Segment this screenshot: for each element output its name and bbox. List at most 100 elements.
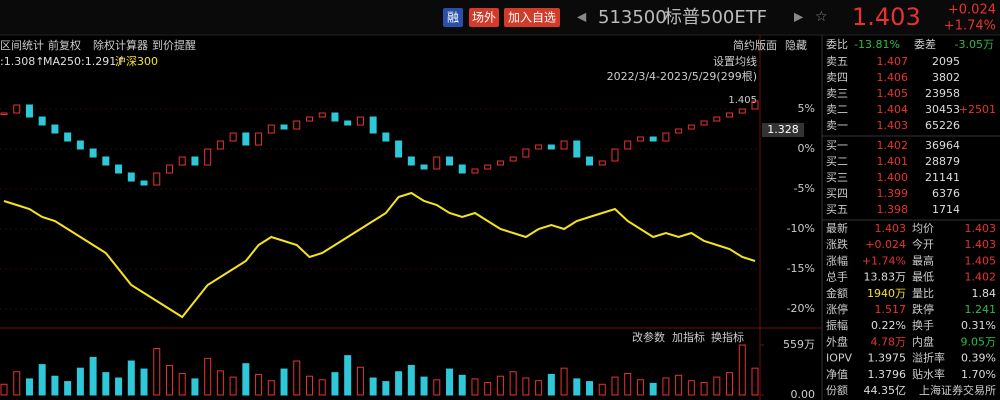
toolbar-button[interactable]: 隐藏 — [785, 39, 807, 52]
badge[interactable] — [469, 8, 499, 27]
volume-bar — [191, 378, 199, 396]
candle — [280, 124, 288, 130]
stat-label: 最低 — [912, 271, 934, 284]
book-label: 买五 — [826, 203, 848, 216]
name: 标普500ETF — [664, 7, 767, 28]
toolbar-button[interactable]: 区间统计 — [0, 39, 44, 52]
candle — [255, 132, 263, 146]
toolbar-button[interactable]: 到价提醒 — [152, 39, 196, 52]
candle — [318, 112, 326, 118]
badge-label[interactable]: 场外 — [472, 11, 496, 25]
candle — [267, 124, 275, 134]
y-tick-label: 559万 — [783, 338, 815, 351]
stat-label: 总手 — [826, 270, 848, 284]
candle — [700, 120, 708, 126]
book-price: 1.406 — [877, 71, 909, 84]
volume-bar — [420, 376, 428, 396]
volume-bar — [751, 367, 759, 396]
stat-value: 1.403 — [965, 238, 997, 251]
stat-label: 涨停 — [826, 302, 848, 316]
volume-bar — [395, 371, 403, 396]
stat-label: 最新 — [826, 221, 848, 235]
book-price: 1.400 — [877, 171, 909, 184]
stat-value: 1.3975 — [868, 352, 907, 365]
badge-label[interactable]: 融 — [447, 11, 459, 25]
volume-bar — [535, 380, 543, 396]
badge[interactable] — [443, 8, 463, 27]
volume-bar — [216, 370, 224, 396]
candle — [204, 148, 212, 166]
candle — [89, 148, 97, 158]
toolbar-button[interactable]: 除权计算器 — [93, 38, 148, 52]
indicator-button[interactable]: 换指标 — [711, 330, 744, 344]
stat-value: 1.517 — [875, 303, 907, 316]
badge-label[interactable]: 加入自选 — [508, 11, 556, 25]
stat-label: 均价 — [912, 222, 934, 235]
book-qty: 36964 — [925, 139, 960, 152]
candle — [153, 172, 161, 186]
volume-bar — [127, 360, 135, 396]
next-arrow[interactable]: ▶ — [794, 10, 804, 24]
candle — [726, 112, 734, 118]
candle — [344, 120, 352, 126]
candle — [509, 156, 517, 162]
toolbar-button[interactable]: 前复权 — [48, 38, 81, 52]
stat-label: IOPV — [826, 352, 853, 365]
book-label: 买四 — [826, 187, 848, 200]
book-qty: 30453 — [925, 103, 960, 116]
y-tick-label: -5% — [794, 182, 815, 195]
stat-label: 外盘 — [826, 334, 848, 348]
candle — [305, 116, 313, 122]
ma-setting[interactable]: 设置均线 — [713, 54, 757, 68]
stat-label: 贴水率 — [912, 367, 945, 381]
indicator-button[interactable]: 加指标 — [672, 330, 705, 344]
star[interactable]: ☆ — [815, 9, 828, 25]
book-qty: 6376 — [932, 187, 960, 200]
volume-bar — [586, 381, 594, 396]
volume-bar — [522, 377, 530, 396]
current-value: 1.328 — [767, 123, 799, 136]
volume-bar — [51, 375, 59, 396]
candle — [738, 108, 746, 114]
candle — [662, 132, 670, 142]
header-bar — [0, 0, 1000, 35]
stat-value: 1.403 — [875, 222, 907, 235]
stat-label: 最高 — [912, 253, 934, 267]
volume-bar — [484, 381, 492, 396]
prev-arrow[interactable]: ◀ — [577, 10, 587, 24]
badge[interactable] — [504, 8, 560, 27]
volume-bar — [255, 373, 263, 396]
candle — [369, 116, 377, 134]
candle — [560, 140, 568, 150]
stat-label: 涨幅 — [826, 254, 848, 267]
stat-value: 0.39% — [961, 352, 996, 365]
book-label: 卖三 — [826, 87, 848, 100]
candle — [64, 132, 72, 142]
stat-value: 1.402 — [965, 271, 997, 284]
y-tick-label: 0% — [798, 142, 815, 155]
candle — [611, 148, 619, 162]
book-delta: +2501 — [959, 103, 996, 116]
volume-bar — [344, 355, 352, 396]
volume-bar — [293, 360, 301, 396]
exchange: 上海证券交易所 — [919, 383, 996, 397]
stat-label: 金额 — [826, 286, 848, 300]
toolbar-button[interactable]: 简约版面 — [733, 38, 777, 52]
indicator-button[interactable]: 改参数 — [632, 330, 665, 344]
candle — [675, 128, 683, 134]
candle — [178, 156, 186, 166]
volume-bar — [547, 373, 555, 396]
volume-bar — [76, 367, 84, 396]
volume-bar — [369, 377, 377, 396]
candle — [446, 156, 454, 166]
stat-label: 振幅 — [826, 318, 848, 332]
y-tick-label: 0.00 — [791, 388, 816, 400]
candle — [636, 136, 644, 142]
book-price: 1.402 — [877, 139, 909, 152]
volume-bar — [573, 378, 581, 396]
change-pct: +1.74% — [944, 19, 996, 34]
candle — [25, 104, 33, 118]
candle — [471, 168, 479, 174]
volume-bar — [38, 364, 46, 396]
